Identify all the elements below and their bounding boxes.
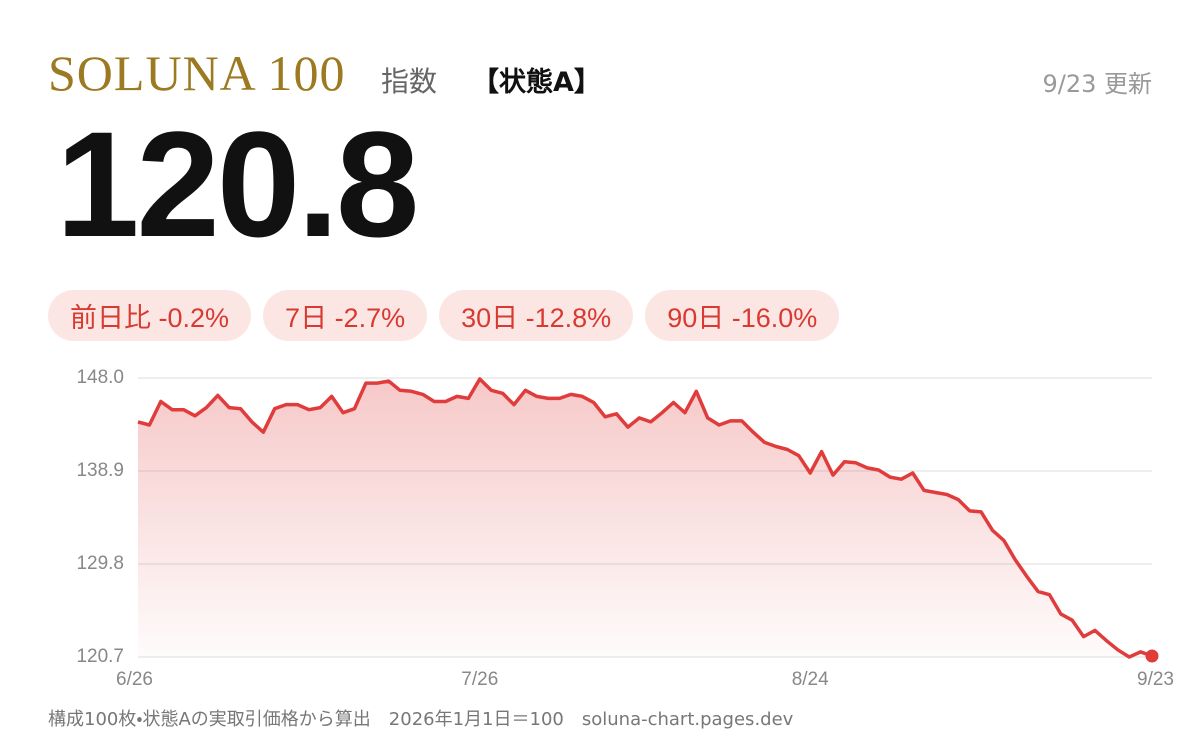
- x-tick-label: 6/26: [116, 669, 153, 690]
- tag: 【状態A】: [472, 67, 601, 98]
- y-tick-label: 138.9: [76, 460, 124, 481]
- x-tick-label: 8/24: [792, 669, 829, 690]
- change-badge: 30日 -12.8%: [439, 290, 634, 341]
- title: SOLUNA 100: [48, 45, 346, 101]
- area-fill: [138, 379, 1152, 657]
- index-value: 120.8: [56, 100, 419, 268]
- last-point: [1145, 649, 1159, 663]
- footer: 構成100枚・状態Aの実取引価格から算出 2026年1月1日＝100 solun…: [48, 709, 794, 730]
- x-tick-label: 9/23: [1137, 669, 1174, 690]
- change-badge: 7日 -2.7%: [263, 290, 428, 341]
- change-badge: 90日 -16.0%: [645, 290, 840, 341]
- line: [137, 377, 1153, 659]
- y-tick-label: 148.0: [76, 367, 124, 388]
- change-badge: 前日比 -0.2%: [48, 290, 252, 341]
- updated: 9/23 更新: [1042, 70, 1152, 98]
- subtitle: 指数: [381, 65, 438, 98]
- y-tick-label: 129.8: [76, 553, 124, 574]
- x-tick-label: 7/26: [461, 669, 498, 690]
- badges: 前日比 -0.2% 7日 -2.7% 30日 -12.8% 90日 -16.0%: [48, 290, 840, 341]
- y-tick-label: 120.7: [76, 646, 124, 667]
